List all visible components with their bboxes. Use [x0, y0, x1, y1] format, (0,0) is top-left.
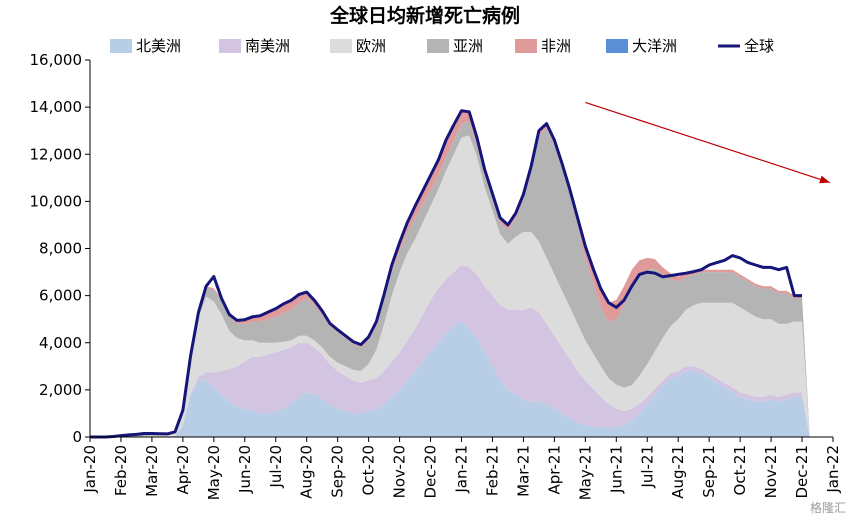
legend-swatch-2	[330, 39, 352, 53]
x-tick-label: Nov-20	[391, 445, 409, 498]
x-tick-label: Aug-20	[298, 445, 316, 499]
x-tick-label: May-21	[576, 445, 594, 500]
x-tick-label: Sep-20	[329, 445, 347, 498]
x-tick-label: Jan-20	[81, 445, 99, 494]
y-tick-label: 6,000	[39, 287, 82, 305]
legend-label-1: 南美洲	[245, 37, 290, 55]
legend-swatch-4	[515, 39, 537, 53]
x-tick-label: Dec-20	[422, 445, 440, 499]
y-tick-label: 8,000	[39, 240, 82, 258]
legend-swatch-0	[110, 39, 132, 53]
arrow-shaft	[585, 101, 831, 184]
y-tick-label: 4,000	[39, 334, 82, 352]
x-tick-label: Mar-21	[514, 445, 532, 497]
x-tick-label: Jul-21	[638, 445, 656, 489]
x-tick-label: Jun-21	[607, 445, 625, 494]
y-tick-label: 16,000	[30, 51, 83, 69]
x-tick-label: Feb-21	[483, 445, 501, 496]
area-series-1	[90, 265, 833, 437]
legend-swatch-5	[606, 39, 628, 53]
area-series-2	[90, 135, 833, 437]
legend-swatch-1	[219, 39, 241, 53]
chart-title: 全球日均新增死亡病例	[329, 4, 520, 27]
y-axis-ticks: 0 2,000 4,000 6,000 8,000 10,000 12,000 14,000 1…	[30, 51, 90, 446]
legend-label-0: 北美洲	[136, 37, 181, 55]
stacked-areas	[90, 110, 833, 438]
line-series	[90, 109, 802, 439]
legend-swatch-3	[427, 39, 449, 53]
arrow-head	[819, 175, 830, 184]
x-tick-label: Feb-20	[112, 445, 130, 496]
legend-label-2: 欧洲	[356, 37, 386, 55]
x-tick-label: Mar-20	[143, 445, 161, 497]
area-series-3	[90, 121, 833, 438]
y-tick-label: 0	[72, 428, 82, 446]
x-tick-label: Jan-22	[824, 445, 842, 494]
x-tick-label: Aug-21	[669, 445, 687, 499]
legend: 北美洲 南美洲 欧洲 亚洲 非洲 大洋洲 全球	[110, 37, 774, 55]
x-tick-label: Apr-21	[545, 445, 563, 495]
legend-label-3: 亚洲	[453, 37, 483, 55]
line-series-0	[90, 109, 802, 439]
y-tick-label: 10,000	[30, 192, 83, 210]
x-tick-label: Nov-21	[762, 445, 780, 498]
x-axis-ticks: Jan-20 Feb-20 Mar-20 Apr-20 May-20 Jun-20 Jul-…	[81, 437, 842, 500]
area-series-0	[90, 321, 833, 437]
legend-label-5: 大洋洲	[632, 37, 677, 55]
legend-label-6: 全球	[744, 37, 774, 55]
x-tick-label: Apr-20	[174, 445, 192, 495]
x-tick-label: Jan-21	[453, 445, 471, 494]
x-tick-label: Oct-21	[731, 445, 749, 495]
x-tick-label: Sep-21	[700, 445, 718, 498]
x-tick-label: Dec-21	[793, 445, 811, 499]
y-tick-label: 2,000	[39, 381, 82, 399]
x-tick-label: May-20	[205, 445, 223, 500]
y-tick-label: 14,000	[30, 98, 83, 116]
trend-arrow	[585, 101, 831, 184]
x-tick-label: Jul-20	[267, 445, 285, 489]
watermark: 格隆汇	[810, 500, 846, 515]
y-tick-label: 12,000	[30, 145, 83, 163]
x-tick-label: Oct-20	[360, 445, 378, 495]
x-tick-label: Jun-20	[236, 445, 254, 494]
legend-label-4: 非洲	[541, 37, 571, 55]
